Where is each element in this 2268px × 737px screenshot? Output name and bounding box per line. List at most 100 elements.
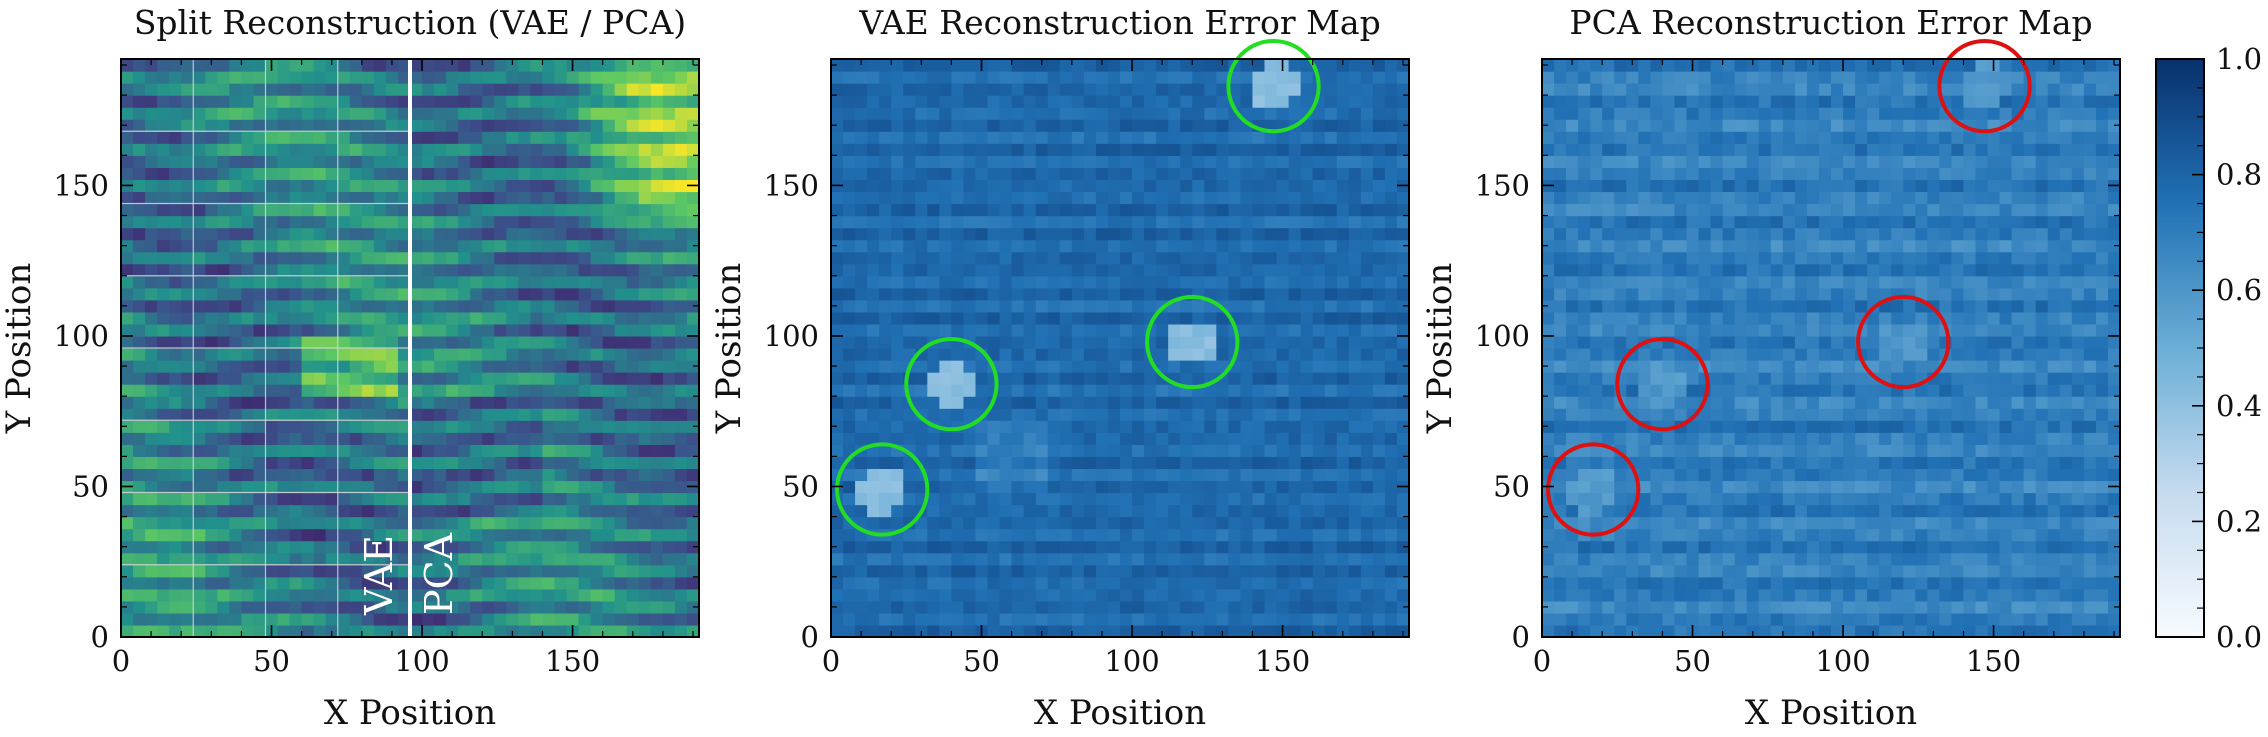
heatmap-cell: [555, 468, 568, 481]
heatmap-cell: [157, 625, 170, 638]
heatmap-cell: [1554, 216, 1567, 229]
x-tick-label: 50: [963, 644, 1000, 678]
heatmap-cell: [1132, 300, 1145, 313]
heatmap-cell: [458, 107, 471, 120]
heatmap-cell: [205, 348, 218, 361]
x-tick-label: 50: [253, 644, 290, 678]
heatmap-cell: [205, 276, 218, 289]
heatmap-cell: [1084, 276, 1097, 289]
heatmap-cell: [1108, 71, 1121, 84]
heatmap-cell: [1277, 179, 1290, 192]
heatmap-cell: [855, 348, 868, 361]
heatmap-cell: [217, 396, 230, 409]
heatmap-cell: [290, 300, 303, 313]
heatmap-cell: [1277, 480, 1290, 493]
heatmap-cell: [1301, 71, 1314, 84]
heatmap-cell: [951, 288, 964, 301]
heatmap-cell: [663, 179, 676, 192]
heatmap-cell: [1313, 143, 1326, 156]
heatmap-cell: [615, 204, 628, 217]
heatmap-cell: [903, 312, 916, 325]
heatmap-cell: [1048, 529, 1061, 542]
heatmap-cell: [169, 541, 182, 554]
heatmap-cell: [1072, 444, 1085, 457]
heatmap-cell: [567, 119, 580, 132]
heatmap-cell: [121, 456, 134, 469]
heatmap-cell: [555, 216, 568, 229]
heatmap-cell: [530, 408, 543, 421]
heatmap-cell: [1120, 541, 1133, 554]
heatmap-cell: [663, 577, 676, 590]
heatmap-cell: [181, 155, 194, 168]
heatmap-cell: [1072, 216, 1085, 229]
heatmap-cell: [1349, 216, 1362, 229]
heatmap-cell: [1048, 59, 1061, 72]
heatmap-cell: [181, 83, 194, 96]
heatmap-cell: [350, 372, 363, 385]
heatmap-cell: [951, 529, 964, 542]
heatmap-cell: [494, 300, 507, 313]
heatmap-cell: [229, 480, 242, 493]
heatmap-cell: [290, 517, 303, 530]
heatmap-cell: [1012, 167, 1025, 180]
heatmap-cell: [1554, 276, 1567, 289]
heatmap-cell: [1566, 456, 1579, 469]
heatmap-cell: [1144, 480, 1157, 493]
heatmap-cell: [1228, 505, 1241, 518]
heatmap-cell: [470, 601, 483, 614]
heatmap-cell: [133, 384, 146, 397]
heatmap-cell: [1216, 601, 1229, 614]
heatmap-cell: [591, 396, 604, 409]
heatmap-cell: [542, 565, 555, 578]
heatmap-cell: [1012, 529, 1025, 542]
heatmap-cell: [470, 204, 483, 217]
heatmap-cell: [446, 204, 459, 217]
heatmap-cell: [687, 505, 700, 518]
heatmap-cell: [241, 71, 254, 84]
heatmap-cell: [891, 517, 904, 530]
heatmap-cell: [482, 240, 495, 253]
heatmap-cell: [663, 276, 676, 289]
heatmap-cell: [1168, 204, 1181, 217]
heatmap-cell: [422, 300, 435, 313]
heatmap-cell: [579, 131, 592, 144]
heatmap-cell: [939, 155, 952, 168]
heatmap-cell: [1265, 252, 1278, 265]
heatmap-cell: [169, 95, 182, 108]
heatmap-cell: [1144, 625, 1157, 638]
heatmap-cell: [1337, 179, 1350, 192]
heatmap-cell: [1240, 204, 1253, 217]
heatmap-cell: [1132, 517, 1145, 530]
heatmap-cell: [302, 83, 315, 96]
heatmap-cell: [302, 143, 315, 156]
heatmap-cell: [314, 432, 327, 445]
heatmap-cell: [1289, 264, 1302, 277]
heatmap-cell: [1216, 517, 1229, 530]
heatmap-cell: [1349, 396, 1362, 409]
heatmap-cell: [314, 228, 327, 241]
heatmap-cell: [591, 577, 604, 590]
heatmap-cell: [290, 228, 303, 241]
heatmap-cell: [1096, 408, 1109, 421]
heatmap-cell: [229, 131, 242, 144]
heatmap-cell: [1554, 119, 1567, 132]
heatmap-cell: [687, 71, 700, 84]
heatmap-cell: [458, 191, 471, 204]
heatmap-cell: [963, 143, 976, 156]
heatmap-cell: [1084, 312, 1097, 325]
heatmap-cell: [1240, 336, 1253, 349]
heatmap-cell: [1385, 505, 1398, 518]
heatmap-cell: [494, 264, 507, 277]
heatmap-cell: [615, 59, 628, 72]
heatmap-cell: [855, 553, 868, 566]
heatmap-cell: [217, 107, 230, 120]
heatmap-cell: [446, 408, 459, 421]
heatmap-cell: [1132, 348, 1145, 361]
heatmap-cell: [627, 577, 640, 590]
heatmap-cell: [1277, 396, 1290, 409]
heatmap-cell: [1024, 396, 1037, 409]
heatmap-cell: [241, 420, 254, 433]
heatmap-cell: [1000, 204, 1013, 217]
heatmap-cell: [1072, 432, 1085, 445]
heatmap-cell: [229, 83, 242, 96]
